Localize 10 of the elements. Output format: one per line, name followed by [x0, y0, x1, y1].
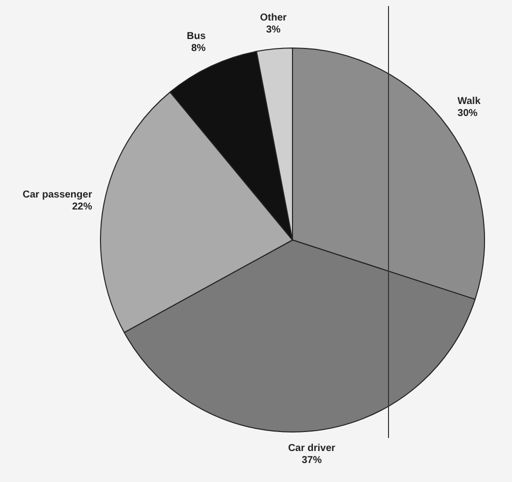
data-label: 8% — [191, 43, 206, 54]
slice-label: Other — [260, 12, 287, 24]
data-label: 22% — [72, 202, 92, 213]
slice-label: Walk — [458, 96, 481, 107]
slice-label: Bus — [186, 31, 206, 42]
data-label: 3% — [266, 24, 281, 36]
slice-label: Car passenger — [22, 190, 92, 201]
slice-label: Car driver — [288, 442, 336, 454]
data-label: 30% — [458, 108, 478, 119]
data-label: 37% — [302, 454, 322, 466]
